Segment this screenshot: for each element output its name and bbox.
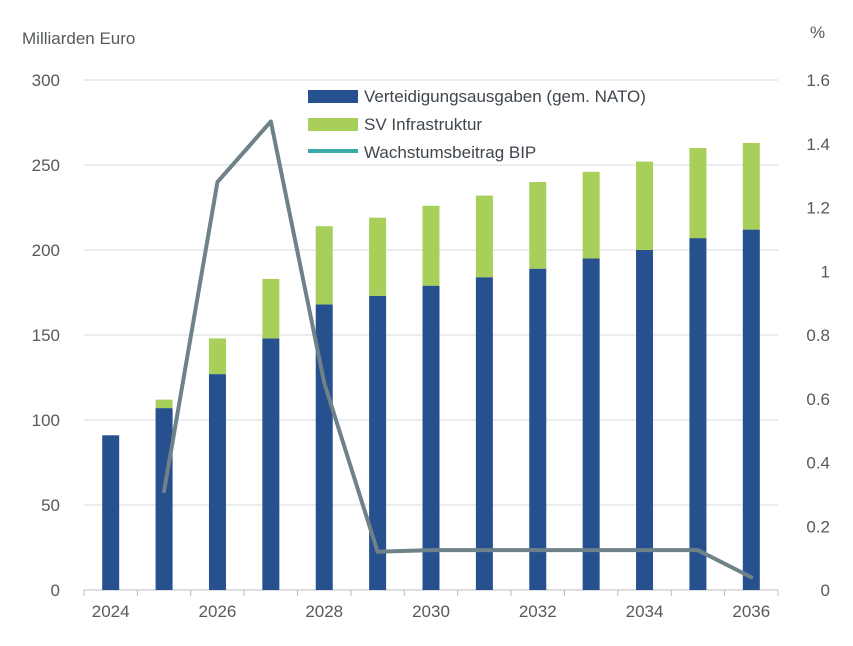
legend-label-growth: Wachstumsbeitrag BIP [364, 143, 536, 162]
left-axis-ticks: 0 50 100 150 200 250 300 [32, 71, 60, 600]
right-tick-label: 0.2 [806, 517, 830, 536]
left-tick-label: 250 [32, 156, 60, 175]
bar-infrastructure-2035 [689, 148, 707, 239]
bar-defense-2029 [369, 295, 387, 590]
right-axis-label: % [810, 23, 825, 42]
legend-label-defense: Verteidigungsausgaben (gem. NATO) [364, 87, 646, 106]
legend: Verteidigungsausgaben (gem. NATO) SV Inf… [308, 87, 646, 162]
bar-infrastructure-2025 [155, 399, 173, 409]
x-tick-label: 2024 [92, 602, 130, 621]
x-tick-label: 2036 [732, 602, 770, 621]
bar-defense-2028 [315, 304, 333, 590]
left-axis-label: Milliarden Euro [22, 29, 135, 48]
left-tick-label: 300 [32, 71, 60, 90]
x-tick-label: 2028 [305, 602, 343, 621]
right-tick-label: 1.4 [806, 135, 830, 154]
x-axis-ticks: 2024 2026 2028 2030 2032 2034 2036 [83, 590, 779, 621]
bar-defense-2024 [102, 435, 120, 590]
bar-infrastructure-2026 [208, 338, 226, 375]
left-tick-label: 100 [32, 411, 60, 430]
right-tick-label: 1.6 [806, 71, 830, 90]
line-growth-series [162, 119, 754, 580]
x-tick-label: 2026 [199, 602, 237, 621]
right-tick-label: 1.2 [806, 199, 830, 218]
left-tick-label: 150 [32, 326, 60, 345]
left-tick-label: 200 [32, 241, 60, 260]
bar-defense-2035 [689, 238, 707, 590]
bar-infrastructure-2033 [582, 171, 600, 259]
growth-line [162, 119, 754, 580]
bar-infrastructure-2036 [742, 142, 760, 230]
bar-defense-2025 [155, 408, 173, 590]
right-tick-label: 0.8 [806, 326, 830, 345]
bars [102, 142, 760, 590]
bar-defense-2030 [422, 285, 440, 590]
bar-infrastructure-2032 [529, 182, 547, 269]
bar-defense-2033 [582, 258, 600, 590]
bar-infrastructure-2034 [636, 161, 654, 250]
x-tick-label: 2032 [519, 602, 557, 621]
bar-defense-2034 [636, 250, 654, 590]
bar-defense-2027 [262, 338, 280, 590]
right-tick-label: 1 [821, 262, 830, 281]
right-tick-label: 0 [821, 581, 830, 600]
legend-swatch-infrastructure [308, 118, 358, 131]
bar-infrastructure-2027 [262, 278, 280, 339]
x-tick-label: 2030 [412, 602, 450, 621]
right-tick-label: 0.6 [806, 390, 830, 409]
right-axis-ticks: 0 0.2 0.4 0.6 0.8 1 1.2 1.4 1.6 [806, 71, 830, 600]
bar-defense-2036 [742, 229, 760, 590]
bar-infrastructure-2030 [422, 205, 440, 286]
left-tick-label: 50 [41, 496, 60, 515]
bar-infrastructure-2029 [369, 217, 387, 296]
bar-infrastructure-2028 [315, 226, 333, 305]
right-tick-label: 0.4 [806, 454, 830, 473]
x-tick-label: 2034 [626, 602, 664, 621]
left-tick-label: 0 [51, 581, 60, 600]
bar-defense-2026 [208, 374, 226, 590]
bar-defense-2031 [475, 277, 493, 590]
legend-label-infrastructure: SV Infrastruktur [364, 115, 482, 134]
bar-infrastructure-2031 [475, 195, 493, 278]
legend-swatch-defense [308, 90, 358, 103]
bar-defense-2032 [529, 268, 547, 590]
